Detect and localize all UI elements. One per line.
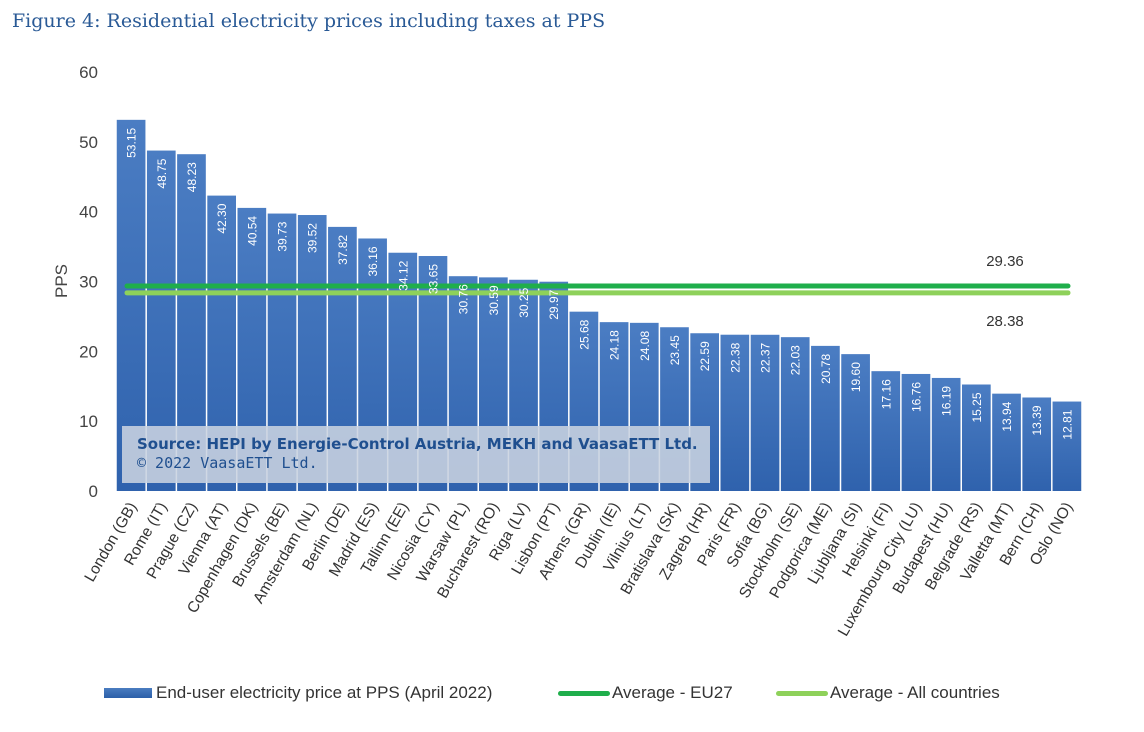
legend-item-eu27: Average - EU27 [558,683,733,703]
bar [901,373,931,491]
bar-value-label: 30.76 [457,284,471,314]
bar [931,377,961,491]
bar-value-label: 22.59 [698,341,712,371]
figure-title: Figure 4: Residential electricity prices… [12,10,606,32]
average-label-eu27: 29.36 [986,253,1024,270]
bar [750,334,780,491]
y-tick-label: 20 [79,342,98,361]
bar-value-label: 24.08 [638,331,652,361]
bar-value-label: 22.38 [728,342,742,372]
source-note-box [122,426,710,483]
bar-value-label: 39.52 [306,223,320,253]
source-note-line1: Source: HEPI by Energie-Control Austria,… [137,435,698,453]
bar-value-label: 16.19 [940,386,954,416]
bar-value-label: 25.68 [577,319,591,349]
bar-value-label: 42.30 [215,203,229,233]
bar [811,345,840,491]
y-tick-label: 30 [79,273,98,292]
bar-value-label: 48.23 [185,162,199,192]
y-tick-label: 50 [79,133,98,152]
bar-value-label: 16.76 [909,382,923,412]
bar-value-label: 53.15 [125,128,139,158]
bar [841,354,870,491]
bar [871,371,901,491]
bar [962,384,991,491]
legend-item-price: End-user electricity price at PPS (April… [104,683,492,703]
bar-value-label: 33.65 [426,264,440,294]
bar-value-label: 13.94 [1000,401,1014,431]
bar [1022,397,1052,491]
bar [780,337,810,491]
bar-value-label: 37.82 [336,235,350,265]
average-label-all: 28.38 [986,313,1024,330]
bar-value-label: 30.25 [517,287,531,317]
bar-value-label: 24.18 [608,330,622,360]
bar-value-label: 12.81 [1060,409,1074,439]
bar-value-label: 30.59 [487,285,501,315]
legend-item-all: Average - All countries [776,683,1000,703]
bar-value-label: 22.03 [789,345,803,375]
y-axis-label: PPS [52,264,71,298]
bar-value-label: 20.78 [819,354,833,384]
legend-swatch-bar [104,688,152,698]
bar-value-label: 15.25 [970,392,984,422]
bar-value-label: 34.12 [396,260,410,290]
bar-value-label: 36.16 [366,246,380,276]
bar-value-label: 23.45 [668,335,682,365]
bar-value-label: 19.60 [849,362,863,392]
bar-value-label: 29.97 [547,289,561,319]
bar-value-label: 48.75 [155,158,169,188]
bar-value-label: 22.37 [759,342,773,372]
bar [992,393,1021,491]
legend-swatch-eu27 [558,690,610,696]
legend-label-all: Average - All countries [830,683,1000,702]
source-note-line2: © 2022 VaasaETT Ltd. [137,454,318,472]
bar-value-label: 13.39 [1030,405,1044,435]
y-tick-label: 10 [79,412,98,431]
y-tick-label: 60 [79,63,98,82]
bar-chart: 0 10 20 30 40 50 60 PPS Source: HEPI by Energie-… [52,63,1082,639]
legend-label-eu27: Average - EU27 [612,683,733,702]
bar [1052,401,1082,491]
y-tick-label: 40 [79,203,98,222]
chart-legend: End-user electricity price at PPS (April… [104,683,1124,707]
y-tick-label: 0 [89,482,98,501]
bar [720,334,750,491]
legend-swatch-all [776,690,828,696]
bar-value-label: 39.73 [276,221,290,251]
legend-label-price: End-user electricity price at PPS (April… [156,683,493,702]
bar-value-label: 40.54 [245,216,259,246]
bar-value-label: 17.16 [879,379,893,409]
